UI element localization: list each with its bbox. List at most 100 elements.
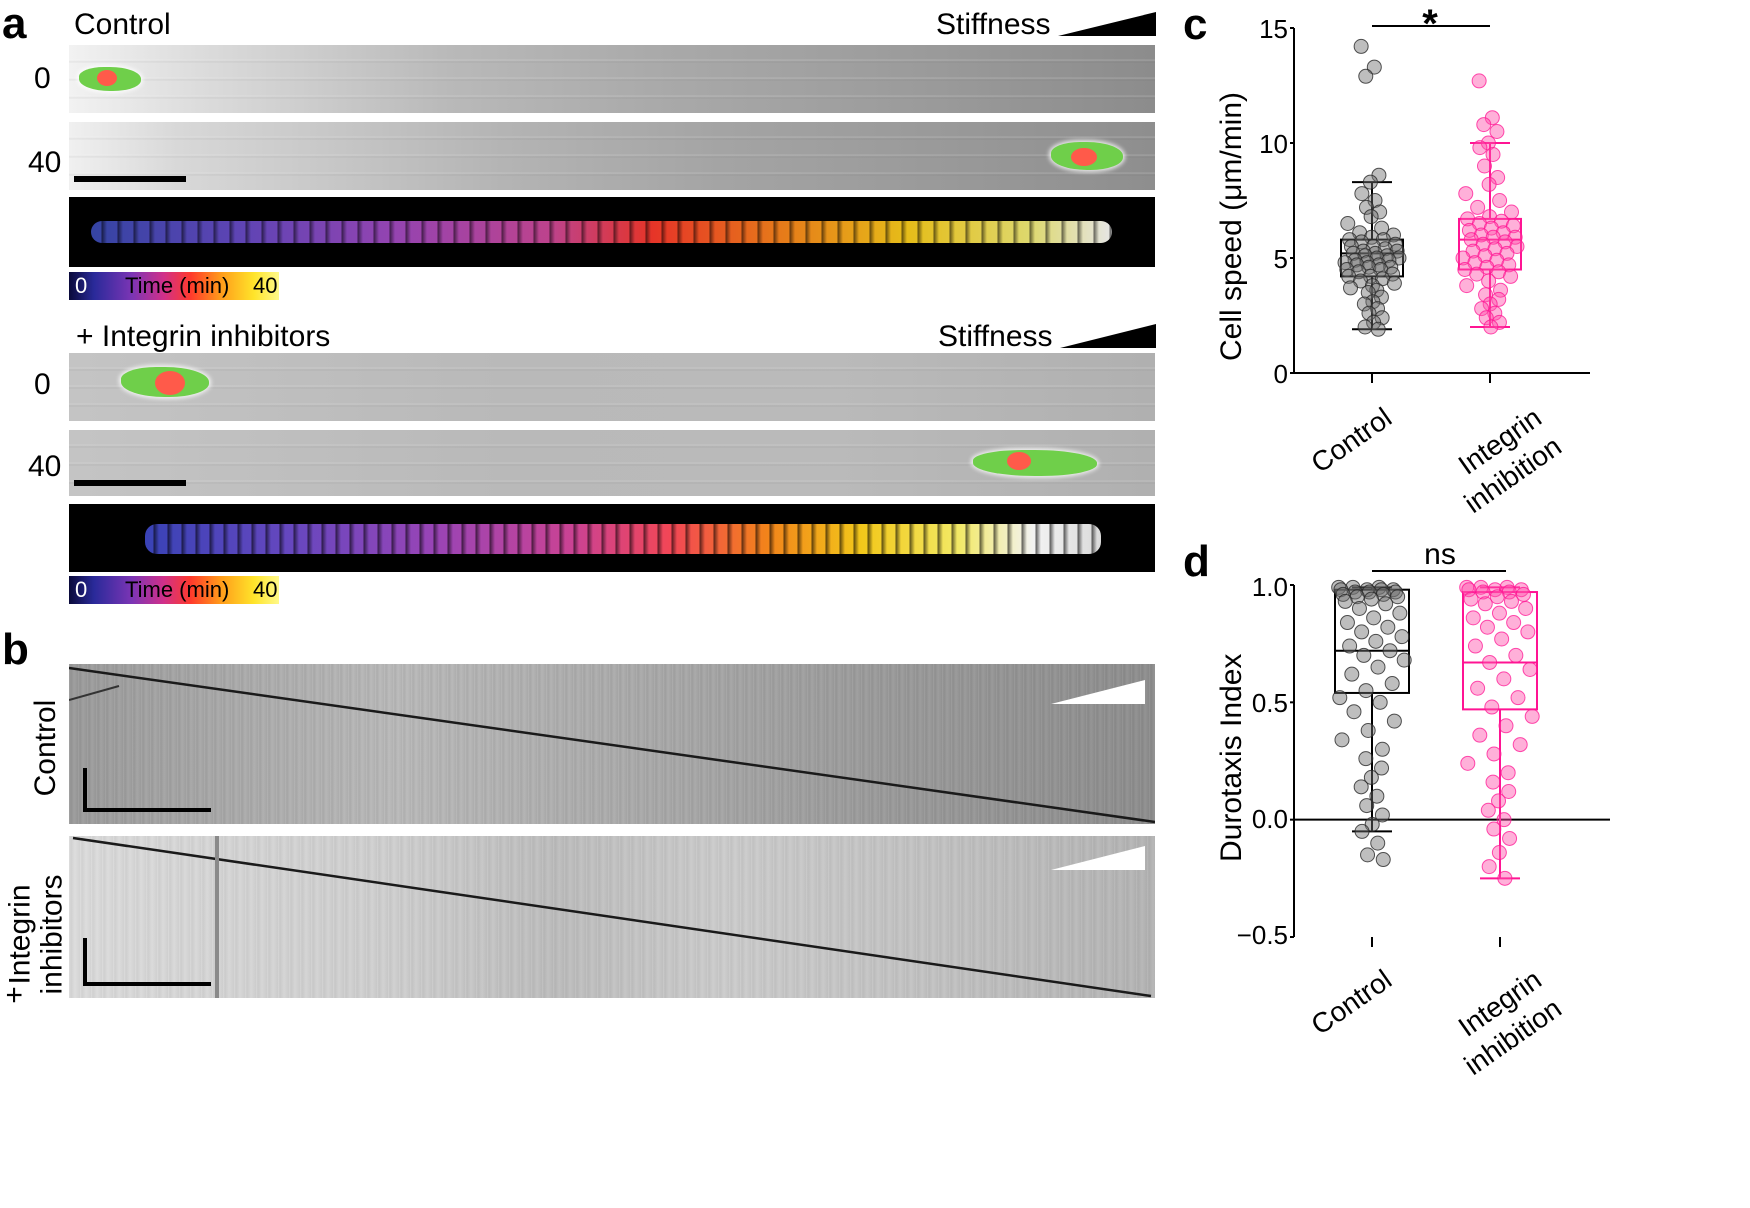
stiffness-label: Stiffness <box>936 8 1051 41</box>
time-40-label: 40 <box>28 146 62 179</box>
data-point <box>1476 117 1492 133</box>
data-point <box>1396 652 1412 668</box>
nucleus <box>1071 148 1097 166</box>
data-point <box>1491 793 1507 809</box>
data-point <box>1472 727 1488 743</box>
data-point <box>1394 629 1410 645</box>
panel-c-y-tick: 5 <box>1273 244 1288 274</box>
panel-c-chart <box>1290 25 1590 383</box>
data-point <box>1502 830 1518 846</box>
data-point <box>1370 659 1386 675</box>
control-frame-0 <box>69 45 1155 113</box>
data-point <box>1491 845 1507 861</box>
data-point <box>1478 287 1494 303</box>
panel-d-category-label: Control <box>1305 963 1397 1041</box>
panel-d-y-tick: 0.0 <box>1251 804 1288 834</box>
data-point <box>1370 301 1386 317</box>
data-point <box>1489 124 1505 139</box>
time-colorbar: 0 Time (min) 40 <box>69 272 279 300</box>
data-point <box>1486 821 1502 837</box>
data-point <box>1339 615 1355 631</box>
data-point <box>1390 589 1406 605</box>
data-point <box>1366 610 1382 626</box>
data-point <box>1361 305 1377 321</box>
data-point <box>1354 186 1370 202</box>
data-point <box>1353 779 1369 795</box>
scale-bar <box>74 480 186 486</box>
control-frame-40 <box>69 122 1155 190</box>
data-point <box>1359 798 1375 814</box>
data-point <box>1492 193 1508 208</box>
data-point <box>1370 835 1386 851</box>
colorbar-end-label: 40 <box>253 273 278 298</box>
data-point <box>1491 291 1507 307</box>
stiffness-wedge-icon <box>1060 324 1156 348</box>
control-label: Control <box>74 8 171 41</box>
data-point <box>1477 596 1493 612</box>
stiffness-wedge-icon <box>1051 680 1145 704</box>
colorbar-title: Time (min) <box>125 273 230 298</box>
cell <box>973 450 1097 476</box>
data-point <box>1374 220 1390 236</box>
data-point <box>1384 676 1400 692</box>
data-point <box>1366 59 1382 75</box>
data-point <box>1360 847 1376 863</box>
data-point <box>1373 289 1389 305</box>
data-point <box>1506 615 1522 631</box>
box <box>1458 217 1522 271</box>
data-point <box>1386 275 1402 291</box>
data-point <box>1374 310 1390 326</box>
time-0-label-2: 0 <box>34 368 51 401</box>
panel-letter-d: d <box>1183 537 1210 586</box>
data-point <box>1524 708 1540 724</box>
panel-c-y-tick: 10 <box>1259 129 1288 159</box>
data-point <box>1467 638 1483 654</box>
data-point <box>1343 280 1359 296</box>
cell-track-line <box>69 666 1155 824</box>
data-point <box>1378 596 1394 612</box>
data-point <box>1475 584 1491 600</box>
data-point <box>1371 579 1387 595</box>
integrin-kymograph <box>69 836 1155 998</box>
data-point <box>1518 600 1534 616</box>
data-point <box>1346 704 1362 720</box>
integrin-frame-40 <box>69 430 1155 496</box>
panel-c-significance: * <box>1422 2 1438 46</box>
integrin-trajectory-overlay <box>69 504 1155 572</box>
data-point <box>1358 199 1374 215</box>
data-point <box>1461 582 1477 598</box>
data-point <box>1482 296 1498 312</box>
data-point <box>1459 278 1475 294</box>
data-point <box>1337 593 1353 609</box>
data-point <box>1486 746 1502 762</box>
kymograph-control-label: Control <box>29 699 62 797</box>
stiffness-label-2: Stiffness <box>938 320 1053 353</box>
data-point <box>1368 633 1384 649</box>
nucleus <box>1007 452 1031 470</box>
colorbar-start-label: 0 <box>75 273 88 298</box>
data-point <box>1364 816 1380 832</box>
data-point <box>1358 68 1374 84</box>
panel-d-y-tick: 0.5 <box>1251 688 1288 718</box>
control-trajectory-overlay <box>69 197 1155 267</box>
data-point <box>1380 619 1396 635</box>
data-point <box>1354 823 1370 839</box>
cell-track-line <box>69 685 120 701</box>
panel-c-y-tick: 15 <box>1259 14 1288 44</box>
nucleus <box>97 70 117 86</box>
data-point <box>1500 765 1516 781</box>
colorbar-start-label: 0 <box>75 577 88 602</box>
data-point <box>1385 582 1401 598</box>
data-point <box>1489 589 1505 605</box>
data-point <box>1487 305 1503 321</box>
data-point <box>1354 624 1370 640</box>
data-point <box>1332 690 1348 706</box>
kymograph-plus-label: + <box>0 986 31 1004</box>
data-point <box>1370 321 1386 337</box>
integrin-label-line2: inhibitors <box>35 874 68 995</box>
data-point <box>1357 319 1373 335</box>
control-kymograph <box>69 664 1155 824</box>
data-point <box>1342 638 1358 654</box>
data-point <box>1485 774 1501 790</box>
data-point <box>1496 812 1512 828</box>
